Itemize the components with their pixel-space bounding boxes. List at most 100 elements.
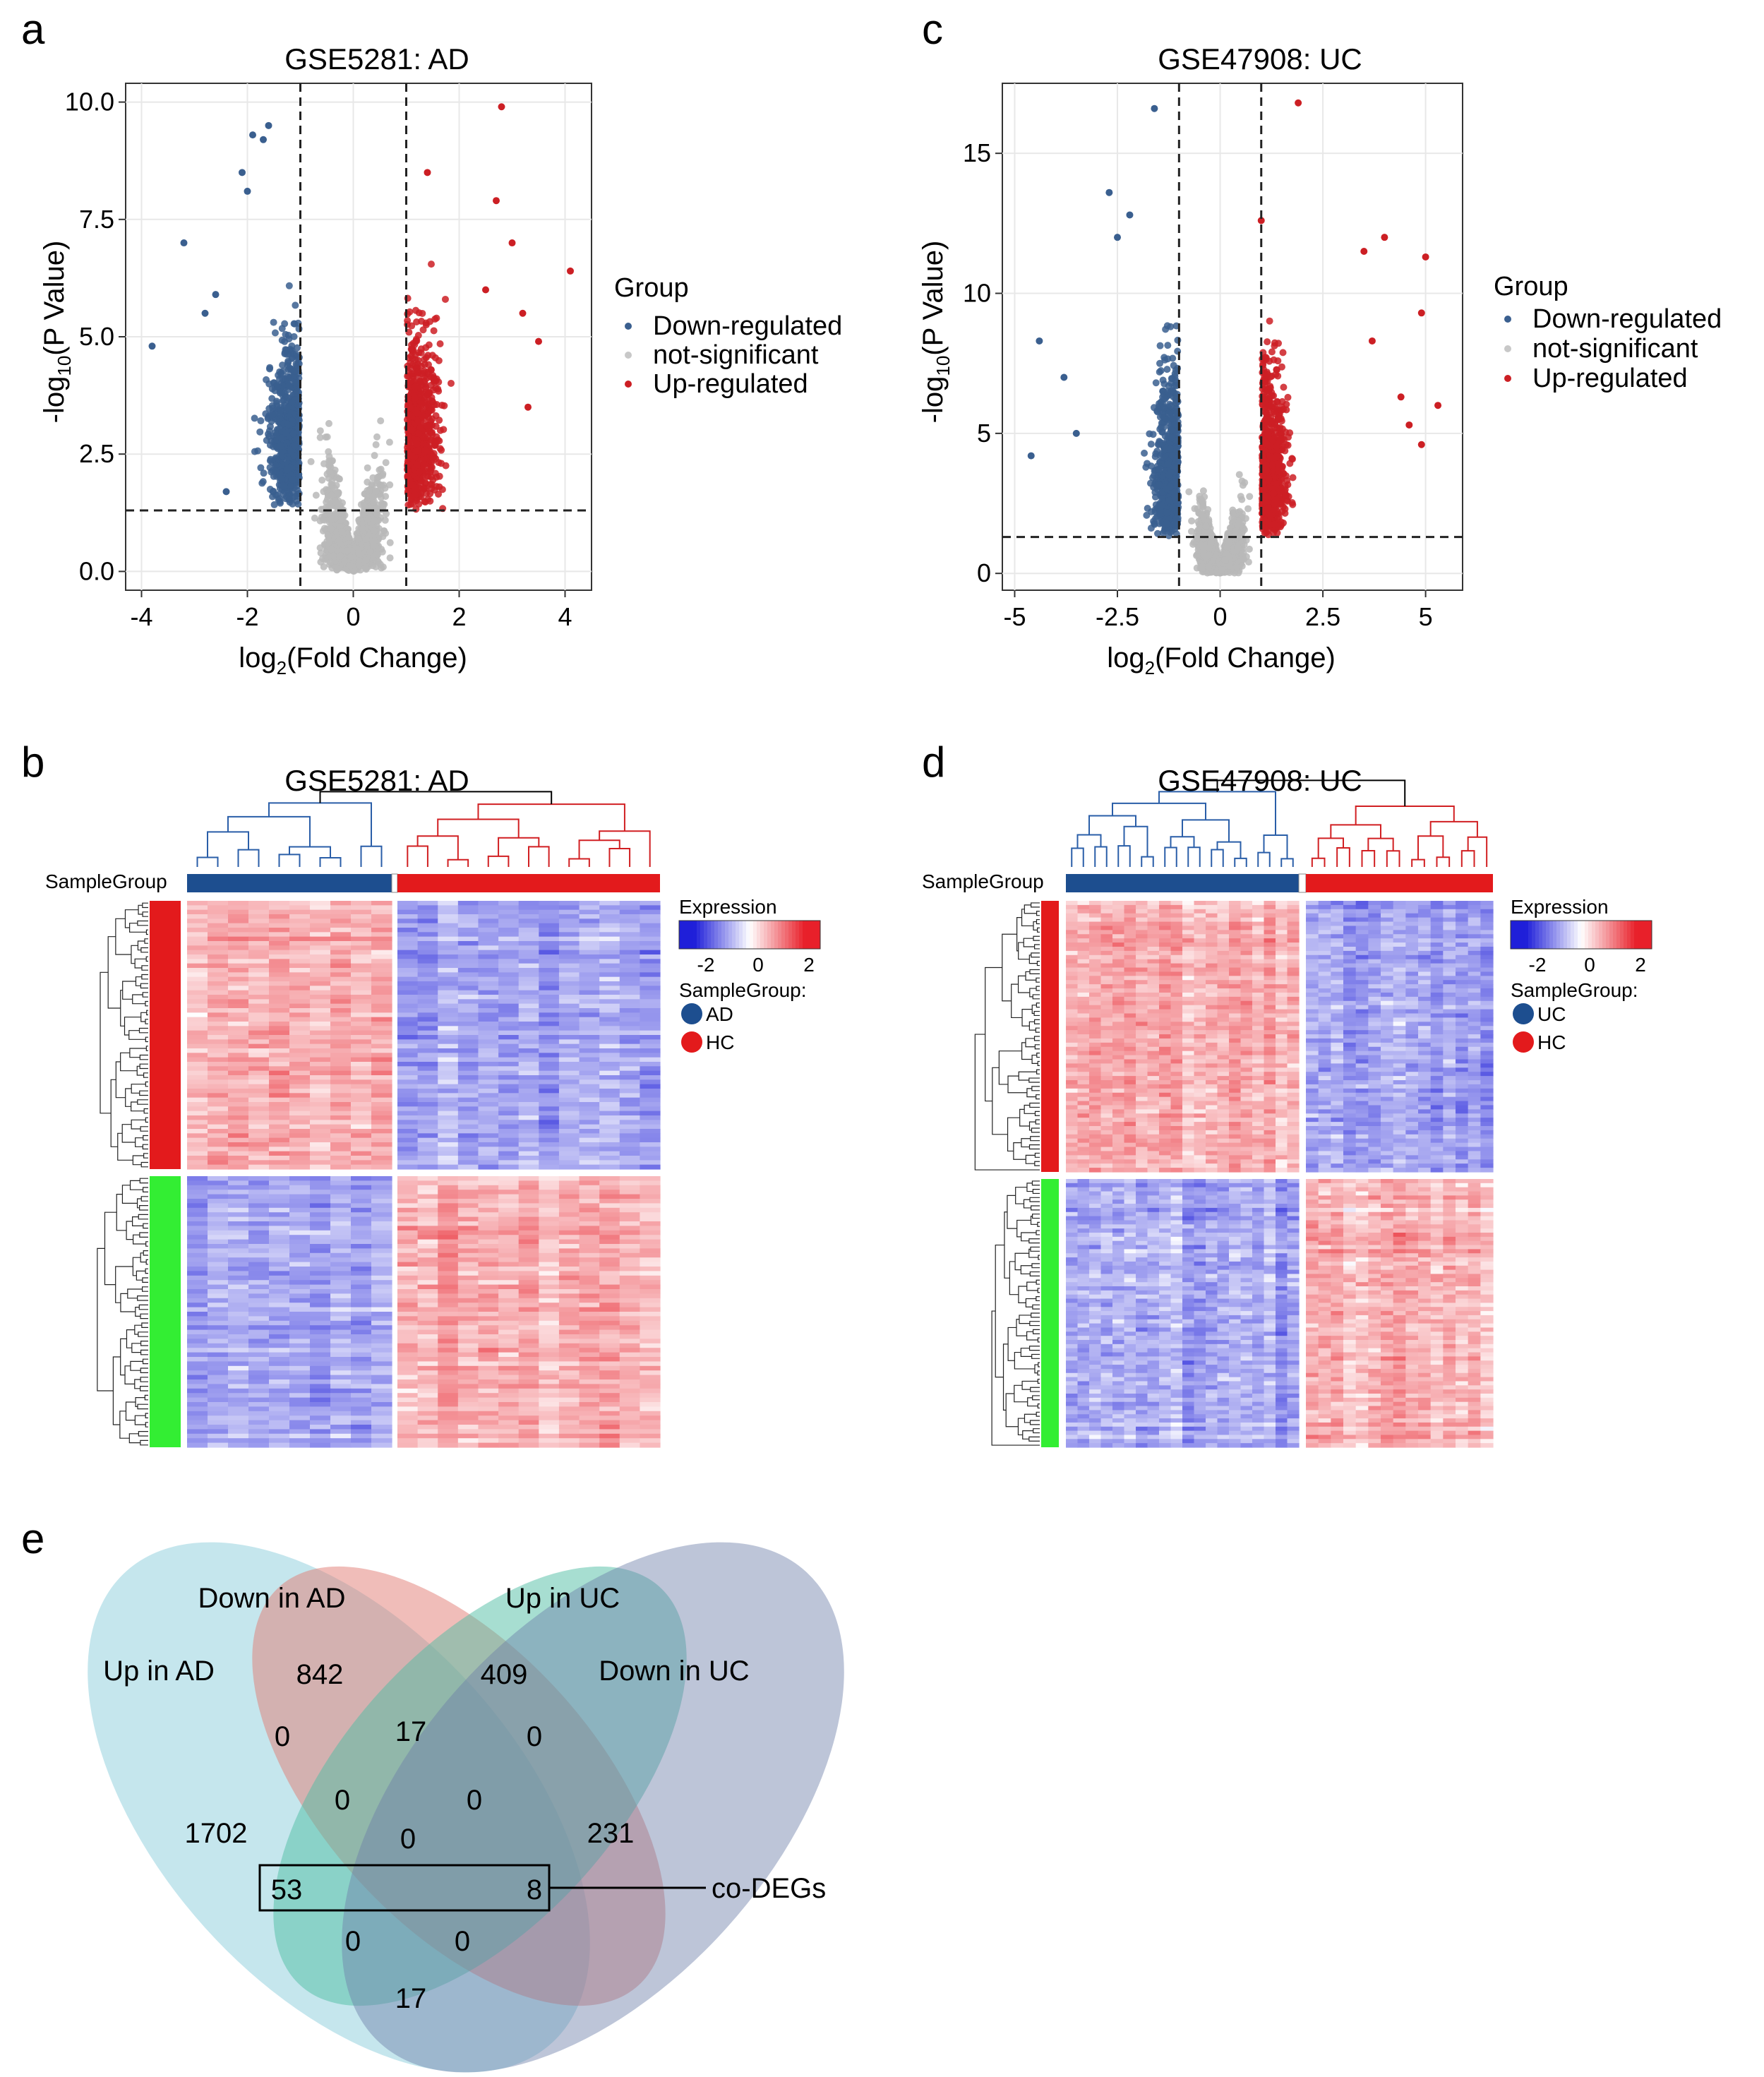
volcano-point-up bbox=[440, 426, 448, 433]
volcano-point-down bbox=[281, 350, 289, 358]
volcano-point-down bbox=[288, 342, 296, 350]
volcano-point-ns bbox=[343, 547, 351, 555]
volcano-outlier-point bbox=[265, 121, 272, 129]
volcano-point-ns bbox=[371, 452, 378, 460]
volcano-point-ns bbox=[360, 502, 368, 510]
volcano-outlier-point bbox=[519, 309, 527, 317]
volcano-point-ns bbox=[364, 464, 371, 472]
volcano-point-ns bbox=[311, 514, 318, 522]
volcano-point-ns bbox=[335, 475, 343, 483]
volcano-point-ns bbox=[327, 525, 335, 532]
volcano-point-up bbox=[412, 505, 420, 513]
volcano-point-ns bbox=[373, 551, 381, 558]
volcano-point-up bbox=[424, 368, 432, 376]
volcano-outlier-point bbox=[148, 342, 156, 350]
volcano-outlier-point bbox=[424, 169, 431, 176]
volcano-point-ns bbox=[316, 517, 324, 525]
volcano-outlier-point bbox=[498, 103, 505, 111]
volcano-point-up bbox=[413, 496, 421, 504]
volcano-plot-ad: GSE5281: AD -4 -2 0 2 4 0.02.55.07.510.0 log… bbox=[39, 42, 842, 678]
volcano-point-up bbox=[417, 345, 425, 353]
volcano-point-up bbox=[427, 261, 435, 268]
volcano-point-ns bbox=[347, 562, 354, 570]
volcano-point-up bbox=[415, 468, 423, 476]
volcano-point-ns bbox=[307, 457, 315, 465]
volcano-point-up bbox=[436, 340, 444, 348]
panel-letter-b: b bbox=[21, 738, 44, 786]
volcano-point-down bbox=[251, 414, 258, 422]
volcano-ad-legend-up-marker bbox=[625, 381, 632, 388]
volcano-outlier-point bbox=[524, 403, 532, 411]
volcano-point-ns bbox=[378, 500, 386, 508]
volcano-point-up bbox=[431, 354, 439, 361]
volcano-point-up bbox=[428, 454, 436, 462]
volcano-point-down bbox=[270, 501, 278, 508]
volcano-point-ns bbox=[379, 563, 387, 571]
volcano-point-ns bbox=[323, 433, 331, 441]
volcano-point-ns bbox=[372, 487, 380, 495]
x-tick-label: 2 bbox=[452, 602, 466, 631]
volcano-point-ns bbox=[362, 556, 370, 564]
volcano-point-down bbox=[271, 329, 279, 337]
volcano-point-up bbox=[423, 422, 431, 430]
volcano-point-ns bbox=[320, 563, 328, 570]
volcano-point-ns bbox=[335, 490, 342, 498]
volcano-point-up bbox=[417, 477, 425, 485]
volcano-outlier-point bbox=[260, 136, 267, 143]
volcano-point-ns bbox=[337, 552, 344, 560]
volcano-point-up bbox=[414, 409, 421, 417]
volcano-point-down bbox=[294, 401, 302, 409]
volcano-ad-legend-ns: not-significant bbox=[653, 340, 819, 370]
volcano-point-up bbox=[428, 481, 436, 489]
volcano-point-down bbox=[262, 410, 270, 418]
volcano-point-up bbox=[409, 348, 416, 356]
volcano-outlier-point bbox=[535, 337, 542, 345]
volcano-point-ns bbox=[380, 481, 388, 489]
volcano-point-up bbox=[424, 390, 432, 398]
volcano-point-down bbox=[285, 382, 293, 390]
volcano-outlier-point bbox=[508, 239, 516, 247]
volcano-point-down bbox=[291, 367, 299, 375]
volcano-point-down bbox=[274, 383, 282, 390]
volcano-ad-legend-title: Group bbox=[614, 273, 689, 303]
volcano-ad-x-label: log2(Fold Change) bbox=[239, 642, 467, 678]
volcano-outlier-point bbox=[212, 291, 220, 299]
volcano-point-ns bbox=[383, 510, 390, 517]
volcano-point-ns bbox=[354, 535, 362, 543]
y-tick-label: 10.0 bbox=[65, 88, 114, 116]
volcano-point-ns bbox=[1245, 545, 1253, 553]
x-tick-label: 4 bbox=[558, 602, 572, 631]
y-tick-label: 5.0 bbox=[79, 322, 114, 351]
volcano-point-up bbox=[433, 314, 440, 322]
volcano-point-down bbox=[288, 399, 296, 407]
volcano-ad-legend-up: Up-regulated bbox=[653, 369, 808, 399]
volcano-point-ns bbox=[1246, 493, 1254, 501]
volcano-point-ns bbox=[373, 433, 381, 441]
volcano-point-down bbox=[285, 282, 293, 289]
panel-letter-e: e bbox=[21, 1515, 44, 1562]
volcano-outlier-point bbox=[482, 286, 489, 294]
volcano-point-ns bbox=[382, 493, 390, 501]
volcano-point-down bbox=[291, 442, 299, 450]
volcano-point-ns bbox=[327, 558, 335, 566]
volcano-point-up bbox=[442, 462, 450, 469]
volcano-point-up bbox=[427, 406, 435, 414]
volcano-point-ns bbox=[334, 500, 342, 508]
volcano-point-down bbox=[282, 330, 289, 338]
volcano-outlier-point bbox=[493, 197, 500, 205]
volcano-point-up bbox=[420, 485, 428, 493]
volcano-point-up bbox=[414, 372, 421, 380]
panel-letter-a: a bbox=[21, 6, 45, 53]
volcano-point-down bbox=[259, 478, 267, 486]
volcano-outlier-point bbox=[201, 309, 209, 317]
volcano-outlier-point bbox=[244, 187, 251, 195]
volcano-point-down bbox=[284, 421, 292, 429]
volcano-point-ns bbox=[320, 525, 328, 532]
volcano-point-ns bbox=[362, 535, 370, 543]
volcano-point-down bbox=[275, 495, 283, 503]
panel-letter-d: d bbox=[922, 738, 945, 786]
volcano-point-ns bbox=[1202, 522, 1210, 530]
volcano-point-up bbox=[404, 321, 412, 328]
volcano-point-ns bbox=[1239, 555, 1247, 563]
